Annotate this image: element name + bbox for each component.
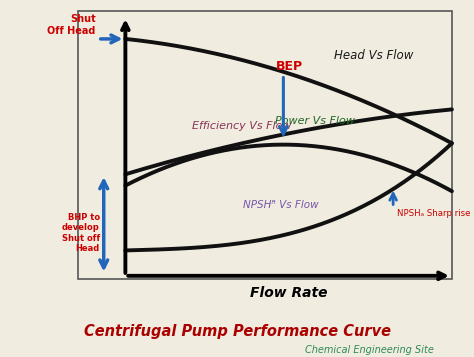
Text: Efficiency Vs Flow: Efficiency Vs Flow [192, 121, 292, 131]
Text: Chemical Engineering Site: Chemical Engineering Site [305, 346, 434, 356]
Text: Flow Rate: Flow Rate [250, 286, 328, 300]
Text: Head Vs Flow: Head Vs Flow [334, 49, 413, 62]
Text: Shut
Off Head: Shut Off Head [47, 15, 96, 36]
Text: Centrifugal Pump Performance Curve: Centrifugal Pump Performance Curve [83, 323, 391, 338]
Text: Power Vs Flow: Power Vs Flow [275, 116, 355, 126]
Text: BHP to
develop
Shut off
Head: BHP to develop Shut off Head [62, 213, 100, 253]
Text: NPSHₐ Sharp rise beyond BEP: NPSHₐ Sharp rise beyond BEP [397, 209, 474, 218]
Text: BEP: BEP [276, 60, 303, 73]
Text: NPSHᴿ Vs Flow: NPSHᴿ Vs Flow [244, 200, 319, 210]
